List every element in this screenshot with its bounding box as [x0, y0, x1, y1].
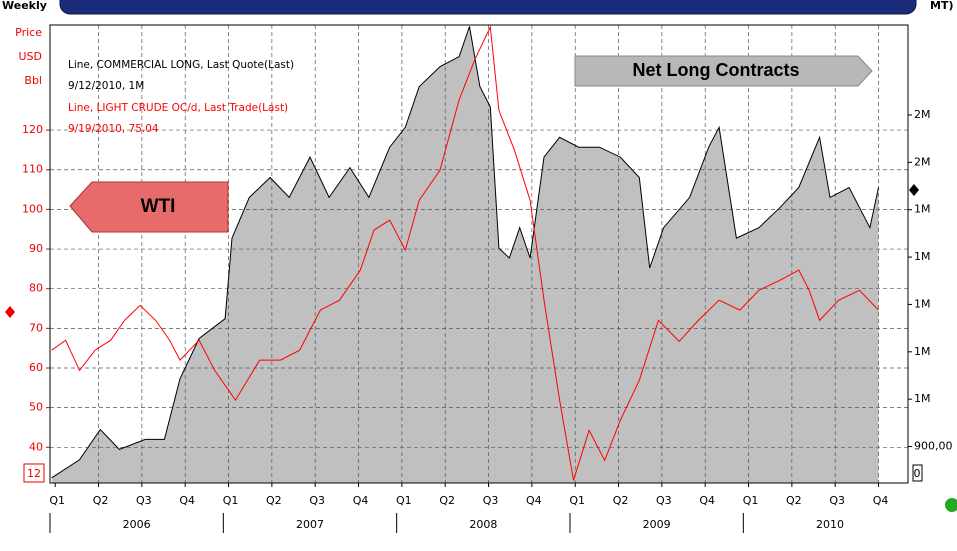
axis-label: Bbl — [24, 74, 42, 87]
legend-note: 9/19/2010, 75.04 — [68, 123, 159, 135]
x-tick-label: Q1 — [743, 494, 759, 507]
line — [51, 25, 879, 481]
x-tick-label: Q4 — [699, 494, 715, 507]
x-tick-label: Q2 — [266, 494, 282, 507]
year-label: 2009 — [643, 518, 671, 531]
last-value-marker — [909, 184, 919, 196]
legend: Line, COMMERCIAL LONG, Last Quote(Last) 9… — [68, 59, 294, 135]
plot: 405060708090100110120900,001M1M1M1M1M2M2… — [22, 25, 953, 533]
header-right: MT) — [930, 0, 953, 12]
year-label: 2007 — [296, 518, 324, 531]
y2-tick-label: 1M — [914, 345, 931, 358]
x-tick-label: Q3 — [136, 494, 152, 507]
y-tick-label: 90 — [29, 242, 43, 255]
status-dot — [945, 498, 957, 512]
callout-text: Net Long Contracts — [632, 60, 799, 80]
x-tick-label: Q4 — [353, 494, 369, 507]
plot-frame — [49, 24, 909, 484]
x-tick-label: Q2 — [93, 494, 109, 507]
y2-tick-label: 2M — [914, 155, 931, 168]
legend-entry: Line, LIGHT CRUDE OC/d, Last Trade(Last) — [68, 102, 288, 114]
x-tick-label: Q1 — [569, 494, 585, 507]
axis-label: USD — [18, 50, 42, 63]
last-value-marker — [5, 306, 15, 318]
axis-label: Price — [15, 26, 42, 39]
min-box — [912, 464, 923, 482]
x-tick-label: Q4 — [526, 494, 542, 507]
x-tick-label: Q1 — [49, 494, 65, 507]
x-tick-label: Q1 — [396, 494, 412, 507]
x-tick-label: Q3 — [829, 494, 845, 507]
y2-tick-label: 1M — [914, 297, 931, 310]
y2-tick-label: 1M — [914, 250, 931, 263]
x-tick-label: Q2 — [786, 494, 802, 507]
year-label: 2006 — [123, 518, 151, 531]
y2-tick-label: 2M — [914, 108, 931, 121]
callout-text: WTI — [141, 196, 176, 217]
y2-tick-label: 1M — [914, 203, 931, 216]
x-tick-label: Q1 — [223, 494, 239, 507]
line — [51, 26, 879, 479]
header-left: Weekly — [2, 0, 47, 12]
min-box-text: 12 — [27, 467, 41, 480]
x-tick-label: Q3 — [483, 494, 499, 507]
x-tick-label: Q3 — [656, 494, 672, 507]
legend-entry: Line, COMMERCIAL LONG, Last Quote(Last) — [68, 59, 294, 71]
y2-tick-label: 900,00 — [914, 440, 953, 453]
year-label: 2008 — [469, 518, 497, 531]
min-box — [23, 463, 45, 483]
x-tick-label: Q2 — [613, 494, 629, 507]
y-tick-label: 60 — [29, 361, 43, 374]
callout-arrow — [574, 55, 873, 87]
y-tick-label: 110 — [22, 163, 43, 176]
min-box-text: 0 — [914, 467, 921, 480]
y-tick-label: 70 — [29, 321, 43, 334]
y2-tick-label: 1M — [914, 392, 931, 405]
title-banner — [59, 0, 917, 15]
legend-note: 9/12/2010, 1M — [68, 80, 144, 92]
x-tick-label: Q4 — [179, 494, 195, 507]
x-tick-label: Q4 — [873, 494, 889, 507]
area — [51, 26, 879, 484]
y-tick-label: 50 — [29, 401, 43, 414]
year-label: 2010 — [816, 518, 844, 531]
callout-arrow — [69, 181, 229, 233]
y-tick-label: 80 — [29, 282, 43, 295]
x-tick-label: Q3 — [309, 494, 325, 507]
x-tick-label: Q2 — [439, 494, 455, 507]
y-tick-label: 100 — [22, 202, 43, 215]
y-tick-label: 120 — [22, 123, 43, 136]
y-tick-label: 40 — [29, 440, 43, 453]
